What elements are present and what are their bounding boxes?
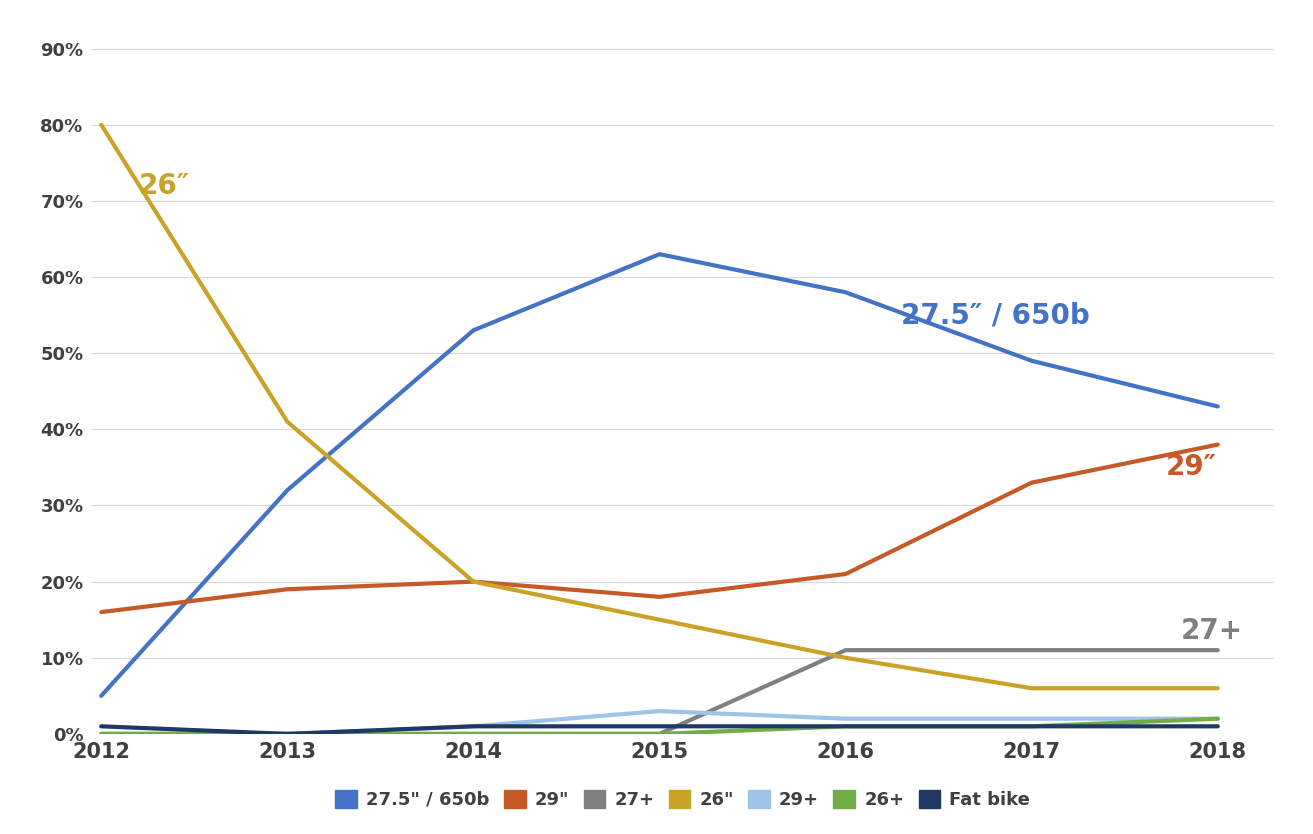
Text: 27+: 27+ xyxy=(1180,617,1242,646)
Legend: 27.5" / 650b, 29", 27+, 26", 29+, 26+, Fat bike: 27.5" / 650b, 29", 27+, 26", 29+, 26+, F… xyxy=(335,790,1031,809)
Text: 27.5″ / 650b: 27.5″ / 650b xyxy=(902,301,1090,329)
Text: 29″: 29″ xyxy=(1166,454,1217,481)
Text: 26″: 26″ xyxy=(138,172,189,199)
